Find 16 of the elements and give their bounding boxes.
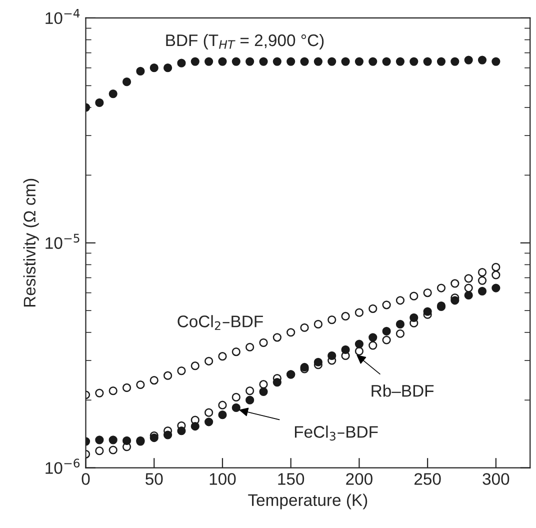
annotation: Rb–BDF bbox=[372, 384, 434, 397]
x-tick-label: 100 bbox=[210, 473, 236, 485]
x-tick-label: 50 bbox=[146, 473, 163, 485]
annotation: CoCl$_{2}$–BDF bbox=[178, 315, 263, 330]
x-tick-label: 150 bbox=[278, 473, 304, 485]
x-tick-label: 200 bbox=[346, 473, 372, 485]
x-axis-title: Temperature (K) bbox=[248, 494, 368, 510]
x-tick-label: 300 bbox=[482, 473, 510, 485]
annotation: FeCl$_{3}$–BDF bbox=[294, 426, 378, 441]
annotation: BDF (T$_{HT}$ = 2,900 °C) bbox=[166, 34, 324, 50]
y-tick-label: 10$^{−5}$ bbox=[46, 234, 80, 249]
x-tick-label: 250 bbox=[414, 473, 441, 485]
y-tick-label: 10$^{−6}$ bbox=[46, 458, 80, 474]
y-axis-title: Resistivity (Ω cm) bbox=[23, 178, 39, 307]
x-tick-label: 0 bbox=[82, 473, 90, 485]
y-tick-label: 10$^{−4}$ bbox=[46, 8, 80, 24]
